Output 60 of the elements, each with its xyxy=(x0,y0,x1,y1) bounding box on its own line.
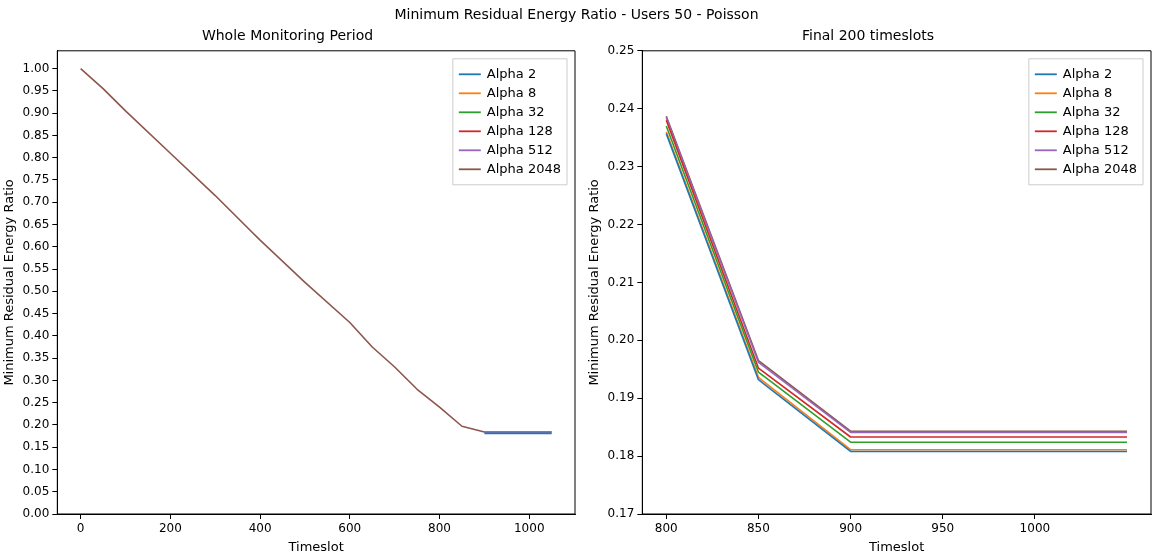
y-tick-label: 0.05 xyxy=(22,483,50,498)
y-axis-title: Minimum Residual Energy Ratio xyxy=(1,179,17,386)
x-tick-label: 400 xyxy=(248,521,272,536)
y-tick-label: 0.25 xyxy=(607,42,635,57)
y-tick-label: 0.24 xyxy=(607,100,635,115)
y-tick-label: 0.70 xyxy=(22,194,50,209)
legend-label: Alpha 128 xyxy=(486,122,553,138)
x-tick-label: 600 xyxy=(338,521,362,536)
x-tick-label: 950 xyxy=(931,521,955,536)
y-tick-label: 0.80 xyxy=(22,149,50,164)
y-tick-label: 0.60 xyxy=(22,238,50,253)
legend-label: Alpha 32 xyxy=(486,103,545,119)
y-tick-label: 1.00 xyxy=(22,60,50,75)
y-tick-label: 0.55 xyxy=(22,261,50,276)
legend-label: Alpha 8 xyxy=(486,84,537,100)
y-tick-label: 0.19 xyxy=(607,390,635,405)
y-tick-label: 0.40 xyxy=(22,327,50,342)
y-tick-label: 0.20 xyxy=(22,417,50,432)
legend-label: Alpha 2048 xyxy=(1062,160,1138,176)
y-tick-label: 0.35 xyxy=(22,350,50,365)
x-tick-label: 900 xyxy=(839,521,863,536)
y-tick-label: 0.30 xyxy=(22,372,50,387)
x-axis-title: Timeslot xyxy=(868,538,925,554)
x-tick-label: 800 xyxy=(428,521,451,536)
y-tick-label: 0.85 xyxy=(22,127,50,142)
text: Minimum Residual Energy Ratio - Users 50 - Poisson xyxy=(393,6,760,22)
y-tick-label: 0.15 xyxy=(22,439,50,454)
legend-label: Alpha 512 xyxy=(1062,141,1129,157)
y-tick-label: 0.20 xyxy=(607,332,635,347)
y-tick-label: 0.45 xyxy=(22,305,50,320)
y-tick-label: 0.90 xyxy=(22,105,50,120)
x-tick-label: 1000 xyxy=(1019,521,1051,536)
y-tick-label: 0.00 xyxy=(22,506,50,521)
legend-label: Alpha 8 xyxy=(1062,84,1113,100)
y-axis-title: Minimum Residual Energy Ratio xyxy=(586,179,602,386)
legend-label: Alpha 128 xyxy=(1062,122,1129,138)
legend-label: Alpha 2 xyxy=(486,65,537,81)
chart-title: Final 200 timeslots xyxy=(801,27,935,44)
y-tick-label: 0.65 xyxy=(22,216,50,231)
y-tick-label: 0.22 xyxy=(607,216,635,231)
y-tick-label: 0.17 xyxy=(607,506,635,521)
y-tick-label: 0.10 xyxy=(22,461,50,476)
y-tick-label: 0.18 xyxy=(607,448,635,463)
chart-title: Whole Monitoring Period xyxy=(201,27,374,44)
x-tick-label: 1000 xyxy=(513,521,545,536)
x-tick-label: 800 xyxy=(654,521,678,536)
legend-label: Alpha 2048 xyxy=(486,160,562,176)
y-tick-label: 0.75 xyxy=(22,172,50,187)
y-tick-label: 0.25 xyxy=(22,394,50,409)
x-axis-title: Timeslot xyxy=(287,538,344,554)
y-tick-label: 0.23 xyxy=(607,158,635,173)
legend-label: Alpha 512 xyxy=(486,141,553,157)
y-tick-label: 0.21 xyxy=(607,274,635,289)
x-tick-label: 200 xyxy=(158,521,182,536)
y-tick-label: 0.50 xyxy=(22,283,50,298)
y-tick-label: 0.95 xyxy=(22,83,50,98)
x-tick-label: 0 xyxy=(76,521,85,536)
x-tick-label: 850 xyxy=(746,521,770,536)
legend-label: Alpha 2 xyxy=(1062,65,1113,81)
legend-label: Alpha 32 xyxy=(1062,103,1121,119)
